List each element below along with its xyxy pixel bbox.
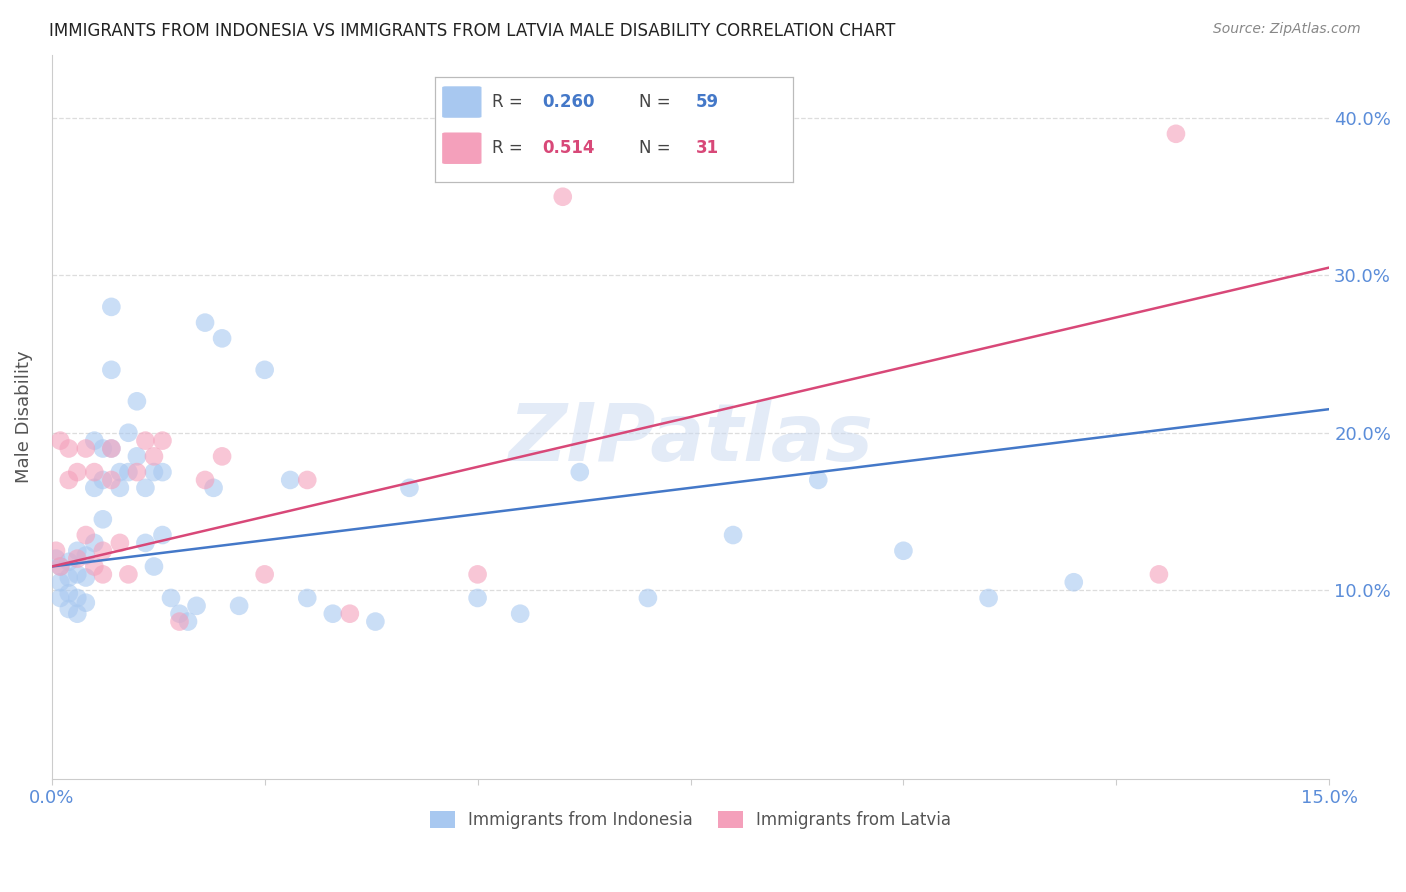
Point bbox=[125, 465, 148, 479]
Point bbox=[117, 425, 139, 440]
Point bbox=[169, 607, 191, 621]
Point bbox=[108, 465, 131, 479]
Point bbox=[202, 481, 225, 495]
Point bbox=[100, 363, 122, 377]
Point bbox=[509, 607, 531, 621]
Point bbox=[186, 599, 208, 613]
Point bbox=[721, 528, 744, 542]
Point bbox=[807, 473, 830, 487]
Point bbox=[100, 300, 122, 314]
Point bbox=[108, 536, 131, 550]
Point bbox=[75, 442, 97, 456]
Point bbox=[58, 586, 80, 600]
Point bbox=[893, 543, 915, 558]
Point bbox=[142, 450, 165, 464]
Point bbox=[58, 473, 80, 487]
Point bbox=[134, 481, 156, 495]
Point bbox=[194, 316, 217, 330]
Point bbox=[152, 434, 174, 448]
Point bbox=[551, 190, 574, 204]
Point bbox=[142, 465, 165, 479]
Point bbox=[100, 442, 122, 456]
Point bbox=[75, 549, 97, 563]
Point bbox=[83, 434, 105, 448]
Point bbox=[66, 607, 89, 621]
Point bbox=[169, 615, 191, 629]
Point bbox=[297, 591, 319, 605]
Point bbox=[91, 567, 114, 582]
Point bbox=[75, 596, 97, 610]
Point bbox=[177, 615, 200, 629]
Point bbox=[83, 465, 105, 479]
Point bbox=[467, 591, 489, 605]
Point bbox=[211, 450, 233, 464]
Point bbox=[134, 536, 156, 550]
Point bbox=[253, 567, 276, 582]
Point bbox=[322, 607, 344, 621]
Point bbox=[398, 481, 420, 495]
Point bbox=[66, 543, 89, 558]
Point bbox=[364, 615, 387, 629]
Point bbox=[142, 559, 165, 574]
Point bbox=[91, 543, 114, 558]
Point bbox=[66, 567, 89, 582]
Point bbox=[108, 481, 131, 495]
Point bbox=[125, 394, 148, 409]
Point bbox=[160, 591, 183, 605]
Point bbox=[152, 528, 174, 542]
Point bbox=[49, 559, 72, 574]
Point bbox=[100, 442, 122, 456]
Point bbox=[83, 481, 105, 495]
Point bbox=[91, 442, 114, 456]
Point bbox=[117, 465, 139, 479]
Point bbox=[58, 555, 80, 569]
Point bbox=[91, 473, 114, 487]
Point bbox=[83, 536, 105, 550]
Point bbox=[83, 559, 105, 574]
Y-axis label: Male Disability: Male Disability bbox=[15, 351, 32, 483]
Text: Source: ZipAtlas.com: Source: ZipAtlas.com bbox=[1213, 22, 1361, 37]
Point bbox=[91, 512, 114, 526]
Text: ZIPatlas: ZIPatlas bbox=[508, 400, 873, 478]
Point bbox=[66, 465, 89, 479]
Point bbox=[1063, 575, 1085, 590]
Point bbox=[66, 591, 89, 605]
Point bbox=[637, 591, 659, 605]
Point bbox=[977, 591, 1000, 605]
Point bbox=[45, 543, 67, 558]
Point bbox=[467, 567, 489, 582]
Point bbox=[45, 551, 67, 566]
Point bbox=[49, 559, 72, 574]
Point bbox=[1164, 127, 1187, 141]
Point bbox=[49, 591, 72, 605]
Point bbox=[49, 434, 72, 448]
Point bbox=[75, 570, 97, 584]
Point bbox=[49, 575, 72, 590]
Point bbox=[75, 528, 97, 542]
Text: IMMIGRANTS FROM INDONESIA VS IMMIGRANTS FROM LATVIA MALE DISABILITY CORRELATION : IMMIGRANTS FROM INDONESIA VS IMMIGRANTS … bbox=[49, 22, 896, 40]
Point bbox=[152, 465, 174, 479]
Point bbox=[278, 473, 301, 487]
Point bbox=[66, 551, 89, 566]
Point bbox=[125, 450, 148, 464]
Point bbox=[339, 607, 361, 621]
Point bbox=[211, 331, 233, 345]
Point bbox=[568, 465, 591, 479]
Legend: Immigrants from Indonesia, Immigrants from Latvia: Immigrants from Indonesia, Immigrants fr… bbox=[423, 805, 957, 836]
Point bbox=[58, 442, 80, 456]
Point bbox=[100, 473, 122, 487]
Point bbox=[228, 599, 250, 613]
Point bbox=[253, 363, 276, 377]
Point bbox=[1147, 567, 1170, 582]
Point bbox=[297, 473, 319, 487]
Point bbox=[58, 570, 80, 584]
Point bbox=[194, 473, 217, 487]
Point bbox=[58, 602, 80, 616]
Point bbox=[134, 434, 156, 448]
Point bbox=[117, 567, 139, 582]
